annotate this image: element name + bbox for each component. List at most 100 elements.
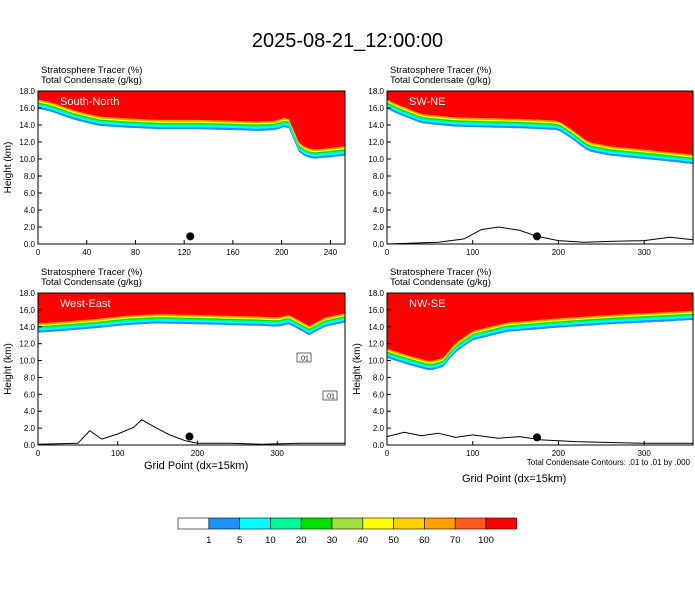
- contour-label-box: [322, 390, 338, 401]
- y-tick-label: 0.0: [373, 441, 385, 450]
- panel-subtitle: Total Condensate (g/kg): [41, 277, 142, 288]
- y-tick-label: 8.0: [24, 172, 36, 181]
- y-tick-label: 16.0: [368, 104, 384, 113]
- panel-label: West-East: [60, 298, 111, 310]
- location-marker: [533, 433, 541, 442]
- panel-label: NW-SE: [409, 298, 445, 310]
- footer-note: Total Condensate Contours: .01 to .01 by…: [526, 458, 690, 467]
- y-tick-label: 18.0: [368, 87, 384, 96]
- y-axis-label: Height (km): [3, 343, 14, 395]
- tracer-band: [387, 91, 693, 155]
- contour-label: .01: [299, 356, 309, 363]
- y-tick-label: 14.0: [368, 323, 384, 332]
- terrain-line: [387, 431, 693, 444]
- x-tick-label: 120: [178, 248, 192, 257]
- colorbar-swatch: [424, 517, 456, 530]
- colorbar-label: 60: [419, 535, 430, 546]
- y-tick-label: 12.0: [368, 138, 384, 147]
- y-tick-label: 10.0: [368, 155, 384, 164]
- terrain-line: [38, 419, 345, 445]
- y-tick-label: 12.0: [19, 340, 35, 349]
- y-tick-label: 10.0: [19, 357, 35, 366]
- x-tick-label: 80: [131, 248, 140, 257]
- x-tick-label: 0: [36, 248, 41, 257]
- y-tick-label: 4.0: [24, 407, 36, 416]
- plot-frame: [386, 90, 694, 245]
- x-tick-label: 200: [275, 248, 289, 257]
- x-tick-label: 200: [552, 248, 566, 257]
- panel-title: Stratosphere Tracer (%): [390, 65, 491, 76]
- y-tick-label: 8.0: [373, 373, 385, 382]
- y-tick-label: 16.0: [368, 306, 384, 315]
- y-tick-label: 4.0: [373, 407, 385, 416]
- contour-label-box: [296, 352, 312, 363]
- y-axis-label: Height (km): [352, 343, 363, 395]
- y-tick-label: 0.0: [373, 240, 385, 249]
- colorbar-label: 30: [327, 535, 338, 546]
- colorbar-swatch: [208, 517, 240, 530]
- panel-subtitle: Total Condensate (g/kg): [390, 75, 491, 86]
- y-tick-label: 16.0: [19, 104, 35, 113]
- plot-frame: [37, 90, 346, 245]
- panel-title: Stratosphere Tracer (%): [41, 267, 142, 278]
- panel-title: Stratosphere Tracer (%): [41, 65, 142, 76]
- y-tick-label: 12.0: [19, 138, 35, 147]
- colorbar-swatch: [393, 517, 425, 530]
- x-axis-label-left: Grid Point (dx=15km): [144, 460, 249, 472]
- y-tick-label: 18.0: [19, 289, 35, 298]
- panel-subtitle: Total Condensate (g/kg): [41, 75, 142, 86]
- y-tick-label: 18.0: [19, 87, 35, 96]
- colorbar-label: 100: [478, 535, 494, 546]
- tracer-field: [38, 91, 345, 244]
- x-tick-label: 40: [82, 248, 91, 257]
- x-tick-label: 200: [191, 449, 205, 458]
- x-tick-label: 0: [36, 449, 41, 458]
- y-tick-label: 0.0: [24, 441, 36, 450]
- x-tick-label: 0: [385, 449, 390, 458]
- y-axis-label: Height (km): [3, 142, 14, 194]
- y-tick-label: 2.0: [373, 223, 385, 232]
- colorbar: 1 5 10 20 30 40 50 60 70 100: [177, 517, 518, 546]
- x-tick-label: 300: [637, 449, 651, 458]
- tracer-field: [387, 91, 693, 244]
- x-tick-label: 300: [637, 248, 651, 257]
- x-tick-label: 100: [466, 248, 480, 257]
- y-tick-label: 10.0: [19, 155, 35, 164]
- panel-label: SW-NE: [409, 96, 445, 108]
- y-tick-label: 4.0: [373, 206, 385, 215]
- y-tick-label: 2.0: [373, 424, 385, 433]
- y-tick-label: 2.0: [24, 424, 36, 433]
- y-tick-label: 6.0: [24, 390, 36, 399]
- y-tick-label: 2.0: [24, 223, 36, 232]
- x-axis-label-right: Grid Point (dx=15km): [462, 473, 567, 485]
- colorbar-swatch: [270, 517, 302, 530]
- tracer-field: [387, 293, 693, 444]
- tracer-field: [38, 293, 345, 445]
- contour-label: .01: [325, 394, 335, 401]
- y-tick-label: 18.0: [368, 289, 384, 298]
- panel-south-north: South-North Stratosphere Tracer (%)Total …: [3, 65, 346, 257]
- y-tick-label: 12.0: [368, 340, 384, 349]
- plot-frame: [37, 292, 346, 446]
- colorbar-label: 50: [388, 535, 399, 546]
- chart-title: 2025-08-21_12:00:00: [251, 30, 444, 52]
- x-tick-label: 200: [552, 449, 566, 458]
- x-tick-label: 300: [271, 449, 285, 458]
- y-tick-label: 16.0: [19, 306, 35, 315]
- panel-label: South-North: [60, 96, 119, 108]
- y-tick-label: 6.0: [24, 189, 36, 198]
- y-tick-label: 10.0: [368, 357, 384, 366]
- colorbar-label: 5: [237, 535, 242, 546]
- colorbar-swatch: [300, 517, 333, 530]
- colorbar-swatch: [485, 517, 518, 530]
- y-tick-label: 8.0: [24, 373, 36, 382]
- colorbar-swatch: [177, 517, 210, 530]
- y-tick-label: 4.0: [24, 206, 36, 215]
- y-tick-label: 14.0: [368, 121, 384, 130]
- y-tick-label: 6.0: [373, 390, 385, 399]
- location-marker: [185, 432, 194, 441]
- panel-sw-ne: SW-NE Stratosphere Tracer (%)Total Conden…: [368, 65, 694, 257]
- colorbar-label: 40: [358, 535, 369, 546]
- panel-subtitle: Total Condensate (g/kg): [390, 277, 491, 288]
- panel-nw-se: NW-SE Stratosphere Tracer (%)Total Conden…: [352, 267, 694, 458]
